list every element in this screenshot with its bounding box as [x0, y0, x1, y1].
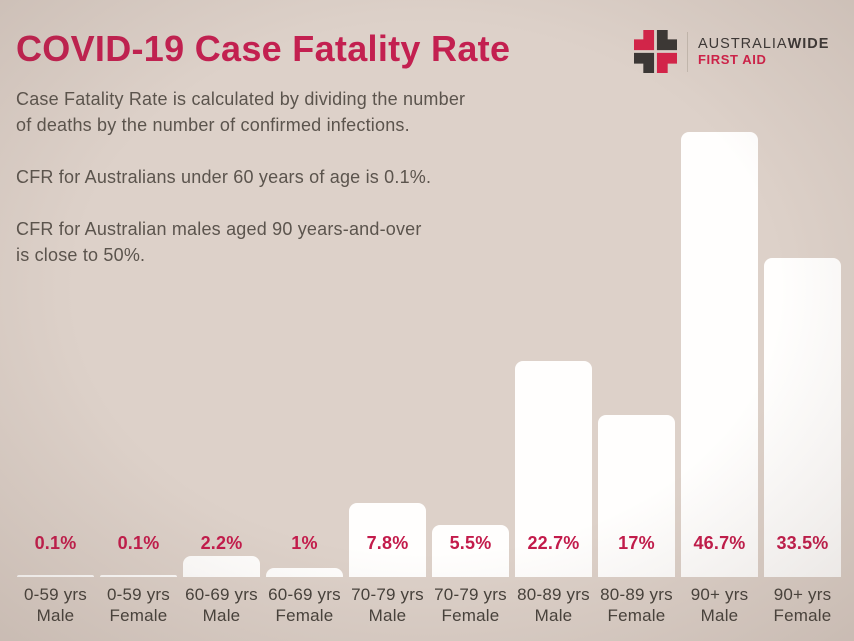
bar-column: 17% 80-89 yrs Female	[598, 0, 675, 641]
intro-paragraph-under-60: CFR for Australians under 60 years of ag…	[16, 167, 432, 187]
bar-value-label: 46.7%	[693, 533, 746, 553]
bar	[266, 567, 343, 577]
bar-value-label: 1%	[291, 533, 318, 553]
bar	[17, 575, 94, 577]
bar	[681, 131, 758, 577]
bar-category-label: 90+ yrs Male	[690, 585, 749, 625]
bar-column: 22.7% 80-89 yrs Male	[515, 0, 592, 641]
bar-category-label: 70-79 yrs Female	[434, 585, 507, 625]
bar-column: 5.5% 70-79 yrs Female	[432, 0, 509, 641]
bar-column: 0.1% 0-59 yrs Female	[100, 0, 177, 641]
bar-category-label: 60-69 yrs Male	[185, 585, 258, 625]
bar-column: 1% 60-69 yrs Female	[266, 0, 343, 641]
brand-name-bold: WIDE	[787, 35, 830, 52]
page-title: COVID-19 Case Fatality Rate	[16, 28, 511, 69]
bar	[183, 556, 260, 577]
logo-divider	[687, 31, 688, 72]
bar	[515, 360, 592, 577]
bar-column: 2.2% 60-69 yrs Male	[183, 0, 260, 641]
bar	[598, 415, 675, 577]
bar-category-label: 80-89 yrs Male	[517, 585, 590, 625]
bar-value-label: 17%	[618, 533, 655, 553]
bar-value-label: 0.1%	[34, 533, 77, 553]
bar-category-label: 70-79 yrs Male	[351, 585, 424, 625]
brand-name-regular: AUSTRALIA	[698, 35, 788, 52]
bar-value-label: 5.5%	[449, 533, 492, 553]
intro-paragraph-definition: Case Fatality Rate is calculated by divi…	[16, 89, 466, 135]
bar	[349, 502, 426, 577]
bar	[432, 524, 509, 577]
brand-name: AUSTRALIAWIDE	[698, 35, 830, 52]
bar-category-label: 90+ yrs Female	[773, 585, 832, 625]
brand-tagline: FIRST AID	[698, 51, 767, 67]
brand-cross-icon	[634, 30, 677, 73]
bar-column: 0.1% 0-59 yrs Male	[17, 0, 94, 641]
bar-category-label: 80-89 yrs Female	[600, 585, 673, 625]
bar-value-label: 7.8%	[366, 533, 409, 553]
bar-value-label: 0.1%	[117, 533, 160, 553]
bar-value-label: 33.5%	[776, 533, 829, 553]
bar-category-label: 60-69 yrs Female	[268, 585, 341, 625]
intro-copy: Case Fatality Rate is calculated by divi…	[16, 86, 576, 294]
bar-column: 7.8% 70-79 yrs Male	[349, 0, 426, 641]
intro-paragraph-over-90: CFR for Australian males aged 90 years-a…	[16, 219, 422, 265]
bar	[764, 257, 841, 577]
bar-value-label: 2.2%	[200, 533, 243, 553]
bar-category-label: 0-59 yrs Female	[106, 585, 170, 625]
bar-column: 33.5% 90+ yrs Female	[764, 0, 841, 641]
bar	[100, 575, 177, 577]
brand-text: AUSTRALIAWIDE FIRST AID	[698, 35, 830, 67]
bar-column: 46.7% 90+ yrs Male	[681, 0, 758, 641]
bar-category-label: 0-59 yrs Male	[23, 585, 87, 625]
brand-logo: AUSTRALIAWIDE FIRST AID	[634, 30, 829, 73]
bar-value-label: 22.7%	[527, 533, 580, 553]
